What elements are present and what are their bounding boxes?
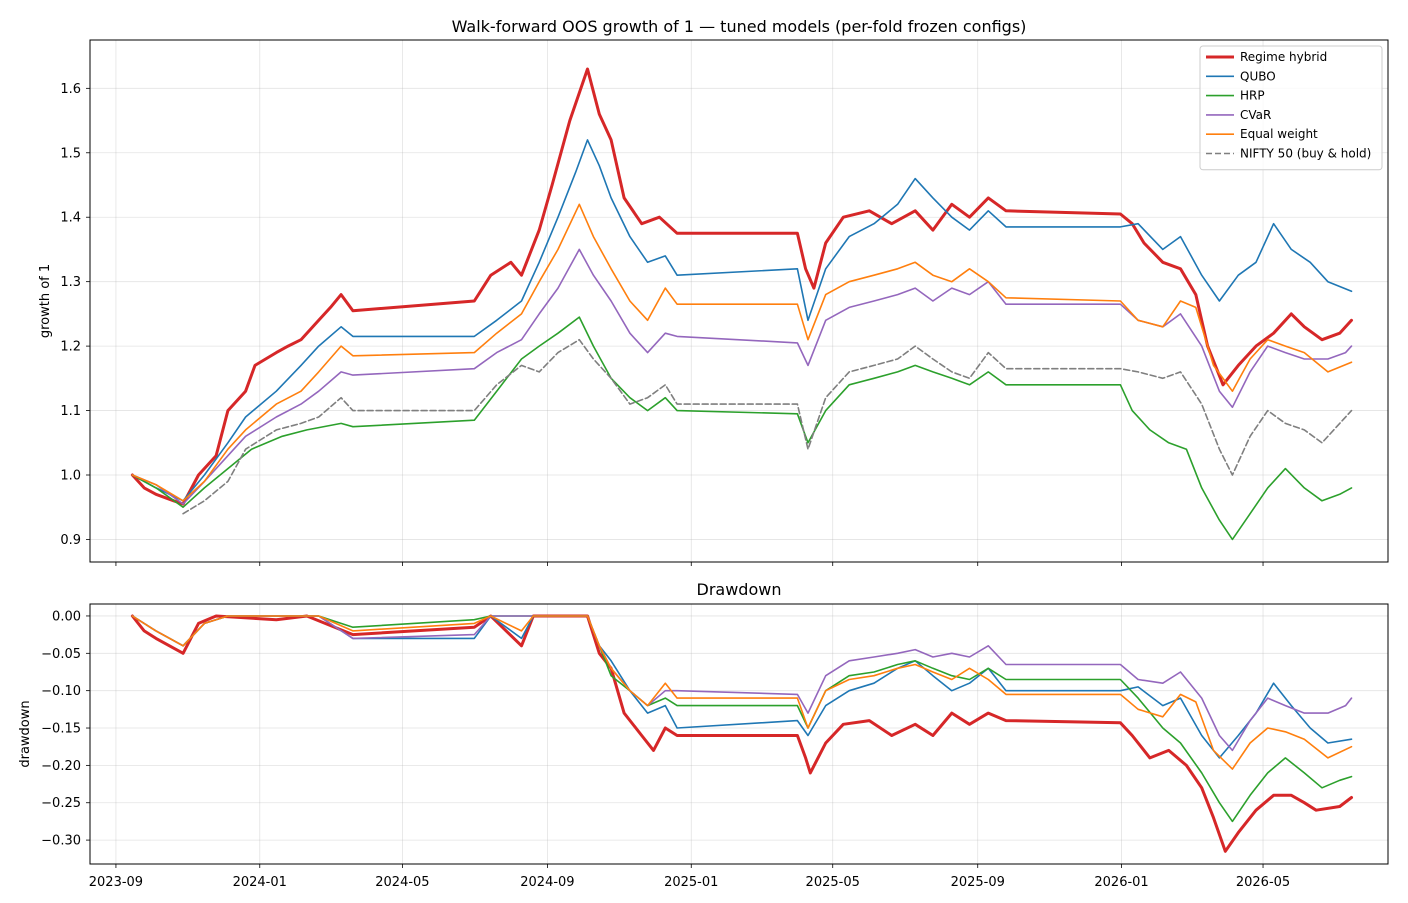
legend-label-qubo: QUBO [1240, 69, 1276, 83]
x-tick-label: 2023-09 [89, 875, 143, 890]
x-tick-label: 2024-09 [520, 875, 574, 890]
x-tick-label: 2026-01 [1094, 875, 1148, 890]
growth-y-axis-label: growth of 1 [38, 264, 53, 338]
growth-series [130, 67, 1353, 541]
growth-series-equal-weight [131, 203, 1353, 502]
growth-y-tick-label: 1.3 [60, 275, 81, 290]
x-tick-label: 2025-09 [951, 875, 1005, 890]
x-tick-label: 2025-05 [806, 875, 860, 890]
drawdown-y-tick-label: −0.25 [41, 796, 81, 811]
growth-y-tick-label: 0.9 [60, 533, 81, 548]
drawdown-y-tick-label: −0.10 [41, 684, 81, 699]
x-tick-label: 2024-01 [233, 875, 287, 890]
legend-box [1199, 45, 1383, 171]
drawdown-series-hrp [131, 615, 1353, 823]
drawdown-chart-title: Drawdown [697, 580, 782, 599]
growth-grid [90, 40, 1388, 562]
drawdown-y-tick-label: 0.00 [52, 609, 81, 624]
growth-series-nifty-50-buy-hold [182, 338, 1353, 515]
growth-y-tick-label: 1.1 [60, 404, 81, 419]
growth-series-qubo [131, 139, 1353, 502]
drawdown-y-tick-label: −0.30 [41, 834, 81, 849]
drawdown-panel: Drawdown 2023-09 2024-01 2024-05 2024-09 202… [18, 580, 1389, 890]
growth-series-regime-hybrid [130, 67, 1353, 506]
drawdown-ticks: 2023-09 2024-01 2024-05 2024-09 2025-01 2025-… [41, 609, 1290, 890]
drawdown-plot-frame [89, 603, 1389, 865]
drawdown-series-equal-weight [131, 615, 1353, 770]
growth-series-cvar [131, 248, 1353, 505]
growth-y-tick-label: 1.5 [60, 146, 81, 161]
legend-label-nifty-50-buy-hold: NIFTY 50 (buy & hold) [1240, 147, 1371, 161]
drawdown-y-tick-label: −0.15 [41, 722, 81, 737]
drawdown-series-cvar [131, 615, 1353, 752]
growth-y-tick-label: 1.2 [60, 340, 81, 355]
drawdown-y-tick-label: −0.20 [41, 759, 81, 774]
drawdown-series-regime-hybrid [130, 614, 1353, 853]
legend-label-cvar: CVaR [1240, 108, 1271, 122]
growth-panel: Walk-forward OOS growth of 1 — tuned mod… [38, 17, 1389, 566]
growth-y-tick-label: 1.0 [60, 469, 81, 484]
growth-plot-frame [89, 39, 1389, 563]
growth-series-hrp [131, 316, 1353, 541]
growth-ticks: 0.9 1.0 1.1 1.2 1.3 1.4 1.5 1.6 [60, 82, 1264, 566]
legend-label-regime-hybrid: Regime hybrid [1240, 50, 1327, 64]
legend-label-equal-weight: Equal weight [1240, 127, 1318, 141]
drawdown-series-qubo [131, 615, 1353, 759]
growth-y-tick-label: 1.6 [60, 82, 81, 97]
legend-label-hrp: HRP [1240, 89, 1265, 103]
drawdown-y-tick-label: −0.05 [41, 647, 81, 662]
x-tick-label: 2024-05 [375, 875, 429, 890]
x-tick-label: 2026-05 [1236, 875, 1290, 890]
drawdown-series [130, 614, 1353, 853]
legend: Regime hybrid QUBO HRP CVaR Equal weight NIFT… [1199, 45, 1383, 171]
drawdown-y-axis-label: drawdown [18, 700, 33, 767]
growth-chart-title: Walk-forward OOS growth of 1 — tuned mod… [452, 17, 1027, 36]
x-tick-label: 2025-01 [664, 875, 718, 890]
growth-y-tick-label: 1.4 [60, 211, 81, 226]
